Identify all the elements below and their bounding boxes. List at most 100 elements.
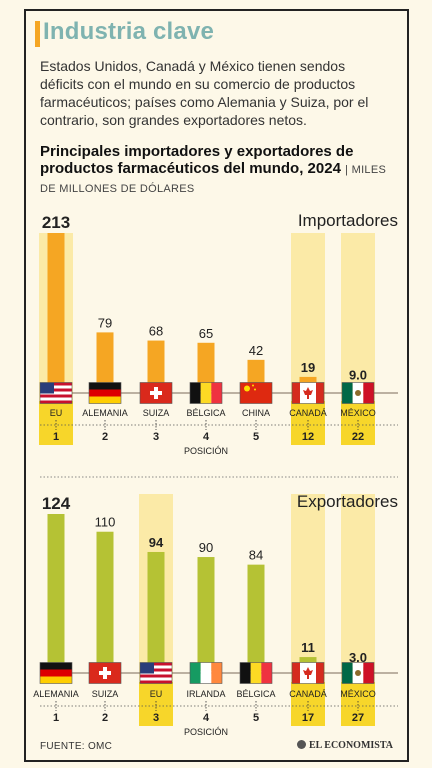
position-label: 1 — [53, 431, 59, 443]
flag-star — [244, 385, 250, 392]
flag-stripe — [40, 676, 72, 684]
flag-canton — [140, 662, 154, 674]
title-accent-bar — [35, 21, 40, 47]
flag-band — [292, 662, 300, 684]
flag-stripe — [140, 665, 172, 669]
canada-flag-icon — [291, 382, 325, 404]
position-label: 4 — [203, 431, 210, 443]
position-label: 5 — [253, 431, 259, 443]
flag-stripe — [89, 389, 121, 397]
brand-logo: EL ECONOMISTA — [297, 740, 393, 751]
flag-band — [316, 382, 324, 404]
flag-border — [189, 662, 223, 684]
intro-text: Estados Unidos, Canadá y México tienen s… — [40, 58, 369, 128]
category-label: MÉXICO — [340, 408, 376, 418]
category-label: SUIZA — [92, 689, 119, 699]
position-axis-label: POSICIÓN — [184, 446, 228, 456]
category-label: EU — [50, 408, 63, 418]
data-label: 11 — [301, 640, 315, 655]
position-label: 3 — [153, 712, 159, 724]
position-label: 12 — [302, 431, 314, 443]
ireland-flag-icon — [189, 662, 223, 684]
flag-stripe — [140, 677, 172, 681]
position-label: 2 — [102, 712, 108, 724]
canada-flag-icon — [291, 662, 325, 684]
flag-border — [239, 662, 273, 684]
position-label: 27 — [352, 712, 364, 724]
flag-stripe — [140, 671, 172, 675]
data-label: 19 — [301, 360, 315, 375]
flag-border — [88, 382, 122, 404]
flag-cross-h — [150, 391, 162, 395]
flag-border — [39, 662, 73, 684]
chart-subtitle: Principales importadores y exportadores … — [40, 143, 400, 198]
bar — [197, 557, 215, 671]
category-label: CANADÁ — [289, 408, 327, 418]
category-label: EU — [150, 689, 163, 699]
position-label: 4 — [203, 712, 210, 724]
data-label: 110 — [95, 515, 116, 530]
flag-maple-leaf — [303, 667, 313, 679]
mexico-flag-icon — [341, 662, 375, 684]
flag-stripe — [89, 396, 121, 404]
bar — [96, 531, 114, 671]
data-label: 68 — [149, 324, 163, 339]
category-label: SUIZA — [143, 408, 170, 418]
flag-stripe — [211, 662, 222, 684]
data-label: 124 — [42, 494, 71, 513]
panel-title: Importadores — [298, 211, 398, 230]
position-label: 22 — [352, 431, 364, 443]
flag-border — [39, 382, 73, 404]
data-label: 90 — [199, 540, 213, 555]
flag-border — [341, 382, 375, 404]
flag-band — [292, 382, 300, 404]
category-label: ALEMANIA — [82, 408, 128, 418]
data-label: 84 — [249, 548, 263, 563]
flag-canton — [40, 382, 54, 394]
flag-border — [291, 382, 325, 404]
flag-border — [189, 382, 223, 404]
position-label: 5 — [253, 712, 259, 724]
source-note: FUENTE: OMC — [40, 741, 113, 752]
flag-cross-h — [99, 671, 111, 675]
flag-emblem — [355, 390, 361, 396]
flag-border — [239, 382, 273, 404]
bar — [47, 514, 65, 671]
china-flag-icon — [239, 382, 273, 404]
unit-label: | MILES DE MILLONES DE DÓLARES — [40, 164, 387, 195]
category-label: CHINA — [242, 408, 270, 418]
flag-stripe — [250, 662, 262, 684]
switzerland-flag-icon — [88, 662, 122, 684]
belgium-flag-icon — [239, 662, 273, 684]
flag-field — [240, 382, 272, 404]
flag-stripe — [190, 662, 201, 684]
flag-stripe — [40, 391, 72, 395]
flag-star — [254, 388, 256, 391]
flag-stripe — [200, 382, 212, 404]
flag-emblem — [355, 670, 361, 676]
flag-star — [252, 384, 254, 387]
germany-flag-icon — [88, 382, 122, 404]
category-label: ALEMANIA — [33, 689, 79, 699]
flag-stripe — [40, 382, 72, 386]
flag-stripe — [200, 662, 212, 684]
position-label: 3 — [153, 431, 159, 443]
data-label: 3.0 — [349, 650, 367, 665]
flag-stripe — [363, 382, 374, 404]
switzerland-flag-icon — [139, 382, 173, 404]
flag-stripe — [342, 662, 353, 684]
brand-name: EL ECONOMISTA — [309, 740, 393, 751]
flag-maple-leaf — [303, 387, 313, 399]
flag-stripe — [140, 662, 172, 666]
flag-stripe — [40, 400, 72, 404]
category-label: BÉLGICA — [236, 689, 275, 699]
data-label: 42 — [249, 343, 263, 358]
flag-stripe — [261, 662, 272, 684]
flag-stripe — [140, 668, 172, 672]
chart-subtitle-text: Principales importadores y exportadores … — [40, 143, 354, 177]
mexico-flag-icon — [341, 382, 375, 404]
position-axis-label: POSICIÓN — [184, 727, 228, 737]
flag-stripe — [40, 388, 72, 392]
